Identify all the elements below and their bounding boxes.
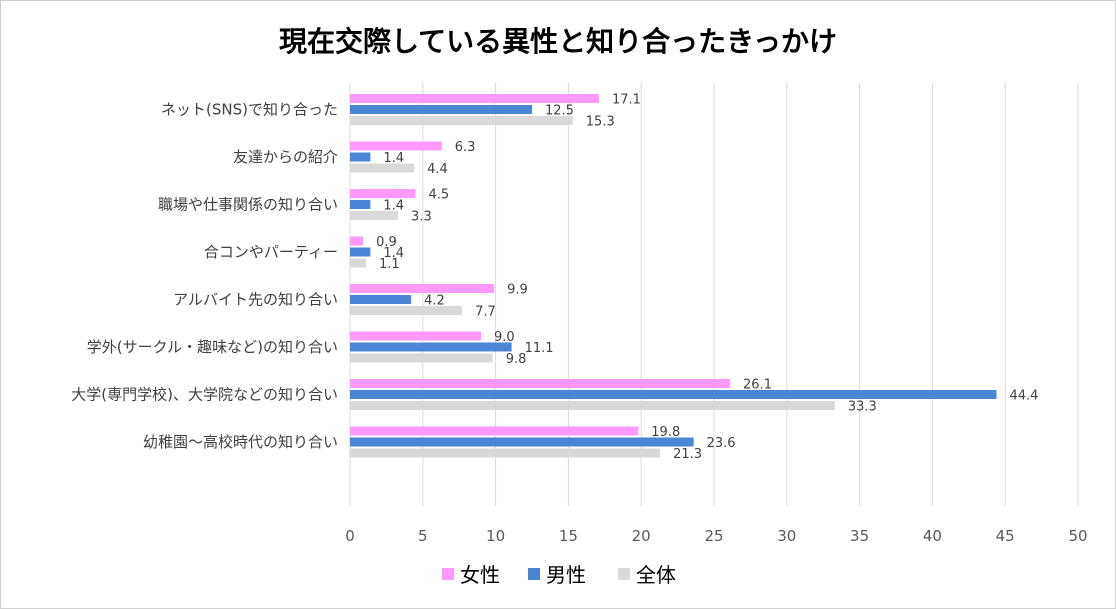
bar-2-1 xyxy=(350,163,415,173)
data-label-2-3: 1.1 xyxy=(379,257,400,272)
bar-1-7 xyxy=(350,437,694,447)
x-tick-label-3: 15 xyxy=(559,527,578,545)
data-label-1-2: 1.4 xyxy=(383,199,404,214)
x-tick-label-5: 25 xyxy=(704,527,723,545)
data-label-1-3: 1.4 xyxy=(383,246,404,261)
bar-2-2 xyxy=(350,211,399,220)
data-label-0-2: 4.5 xyxy=(429,188,450,203)
data-label-0-6: 26.1 xyxy=(743,378,772,393)
chart-title: 現在交際している異性と知り合ったきっかけ xyxy=(279,25,837,58)
category-label-4: アルバイト先の知り合い xyxy=(173,291,338,309)
data-label-1-7: 23.6 xyxy=(707,436,736,451)
bar-1-6 xyxy=(350,390,997,399)
data-label-2-2: 3.3 xyxy=(411,210,432,225)
bar-0-3 xyxy=(350,236,364,246)
category-label-2: 職場や仕事関係の知り合い xyxy=(158,196,338,214)
legend-label-0: 女性 xyxy=(460,563,500,587)
x-tick-label-2: 10 xyxy=(486,527,505,545)
data-label-1-0: 12.5 xyxy=(545,104,574,119)
data-label-0-0: 17.1 xyxy=(612,93,641,108)
category-label-3: 合コンやパーティー xyxy=(204,243,338,261)
x-tick-label-0: 0 xyxy=(345,527,355,545)
data-label-1-6: 44.4 xyxy=(1009,389,1038,404)
bar-1-5 xyxy=(350,342,512,352)
legend-swatch-1 xyxy=(528,568,540,580)
x-tick-label-10: 50 xyxy=(1068,527,1087,545)
bar-2-3 xyxy=(350,258,367,268)
data-label-2-1: 4.4 xyxy=(427,162,448,177)
bar-0-7 xyxy=(350,426,639,436)
bar-0-6 xyxy=(350,379,731,388)
x-tick-label-1: 5 xyxy=(418,527,428,545)
bar-2-7 xyxy=(350,448,661,458)
bar-1-2 xyxy=(350,200,371,209)
bar-1-1 xyxy=(350,152,371,162)
data-label-2-6: 33.3 xyxy=(848,400,877,415)
data-label-0-1: 6.3 xyxy=(455,140,476,155)
bar-1-0 xyxy=(350,105,532,114)
data-label-0-4: 9.9 xyxy=(507,283,528,298)
x-tick-label-7: 35 xyxy=(850,527,869,545)
data-labels: 17.112.515.36.31.44.44.51.43.30.91.41.19… xyxy=(376,93,1038,463)
data-label-1-4: 4.2 xyxy=(424,294,445,309)
x-tick-label-6: 30 xyxy=(777,527,796,545)
gridlines xyxy=(349,83,1079,506)
data-label-0-3: 0.9 xyxy=(376,235,397,250)
data-label-0-5: 9.0 xyxy=(494,330,515,345)
data-label-1-5: 11.1 xyxy=(525,341,554,356)
bar-2-5 xyxy=(350,353,493,363)
legend-swatch-0 xyxy=(442,568,454,580)
data-label-2-4: 7.7 xyxy=(475,305,496,320)
legend-label-1: 男性 xyxy=(546,563,586,587)
bar-1-4 xyxy=(350,295,412,304)
category-label-0: ネット(SNS)で知り合った xyxy=(161,101,338,119)
x-tick-labels: 0 5 10 15 20 25 30 35 40 45 50 xyxy=(345,527,1087,545)
bar-2-6 xyxy=(350,401,835,410)
category-label-6: 大学(専門学校)、大学院などの知り合い xyxy=(71,386,338,404)
data-label-2-7: 21.3 xyxy=(673,447,702,462)
x-tick-label-8: 40 xyxy=(923,527,942,545)
bar-0-2 xyxy=(350,189,416,198)
category-labels: ネット(SNS)で知り合った友達からの紹介職場や仕事関係の知り合い合コンやパーテ… xyxy=(71,101,338,452)
category-label-7: 幼稚園〜高校時代の知り合い xyxy=(143,433,338,451)
data-label-0-7: 19.8 xyxy=(651,425,680,440)
bar-0-4 xyxy=(350,284,495,293)
bar-0-0 xyxy=(350,94,599,103)
data-label-2-5: 9.8 xyxy=(506,352,527,367)
data-label-1-1: 1.4 xyxy=(383,151,404,166)
legend-swatch-2 xyxy=(618,568,630,580)
bar-0-5 xyxy=(350,331,482,341)
x-tick-label-9: 45 xyxy=(996,527,1015,545)
data-label-2-0: 15.3 xyxy=(586,115,615,130)
x-tick-label-4: 20 xyxy=(632,527,651,545)
bars xyxy=(350,94,997,458)
bar-1-3 xyxy=(350,247,371,257)
legend: 女性 男性 全体 xyxy=(442,563,676,587)
category-label-1: 友達からの紹介 xyxy=(233,148,338,166)
bar-0-1 xyxy=(350,141,442,151)
legend-label-2: 全体 xyxy=(636,563,676,587)
bar-2-4 xyxy=(350,306,463,315)
category-label-5: 学外(サークル・趣味など)の知り合い xyxy=(87,338,338,356)
bar-2-0 xyxy=(350,116,573,125)
